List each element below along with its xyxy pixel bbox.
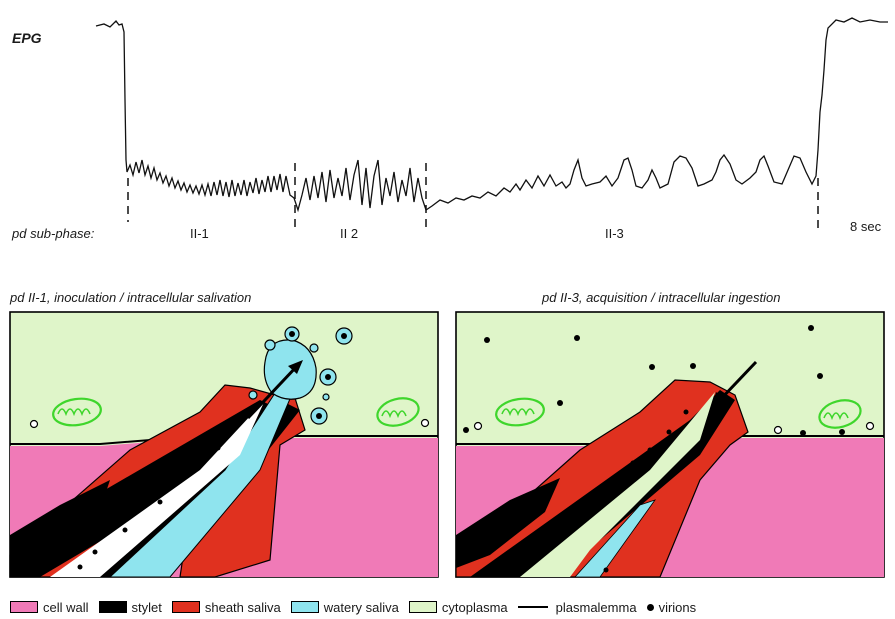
- right-panel: [455, 311, 885, 578]
- legend-label-cytoplasma: cytoplasma: [441, 599, 508, 615]
- legend-label-watery-saliva: watery saliva: [323, 599, 399, 615]
- legend-swatch-virions: [646, 603, 654, 611]
- legend: cell wall stylet sheath saliva watery sa…: [10, 598, 706, 616]
- legend-item-sheath-saliva: sheath saliva: [171, 599, 281, 615]
- legend-item-plasmalemma: plasmalemma: [517, 599, 637, 615]
- legend-item-cytoplasma: cytoplasma: [408, 599, 508, 615]
- epg-label: EPG: [12, 30, 42, 46]
- legend-swatch-cell-wall: [10, 601, 38, 613]
- phase-separators: [127, 163, 819, 232]
- legend-item-cell-wall: cell wall: [10, 600, 89, 615]
- legend-label-sheath-saliva: sheath saliva: [204, 599, 281, 615]
- phase-label-ii-1: II-1: [190, 226, 209, 241]
- legend-label-stylet: stylet: [131, 599, 162, 615]
- phase-axis-label: pd sub-phase:: [12, 226, 95, 241]
- time-scale-label: 8 sec: [850, 219, 882, 234]
- legend-swatch-watery-saliva: [290, 601, 319, 613]
- legend-item-virions: virions: [646, 599, 697, 615]
- right-panel-title: pd II-3, acquisition / intracellular ing…: [542, 290, 781, 305]
- legend-swatch-cytoplasma: [408, 601, 437, 613]
- legend-swatch-stylet: [98, 601, 127, 613]
- legend-item-watery-saliva: watery saliva: [290, 599, 399, 615]
- legend-label-plasmalemma: plasmalemma: [555, 599, 637, 615]
- epg-waveform: [95, 17, 888, 213]
- legend-item-stylet: stylet: [98, 599, 162, 615]
- phase-label-ii-3: II-3: [605, 226, 624, 241]
- left-panel: [9, 311, 439, 578]
- legend-label-virions: virions: [658, 599, 697, 615]
- left-panel-title: pd II-1, inoculation / intracellular sal…: [10, 290, 252, 305]
- legend-swatch-plasmalemma: [517, 606, 548, 608]
- phase-label-ii-2: II 2: [340, 226, 359, 241]
- legend-label-cell-wall: cell wall: [43, 599, 89, 615]
- legend-swatch-sheath-saliva: [171, 601, 200, 613]
